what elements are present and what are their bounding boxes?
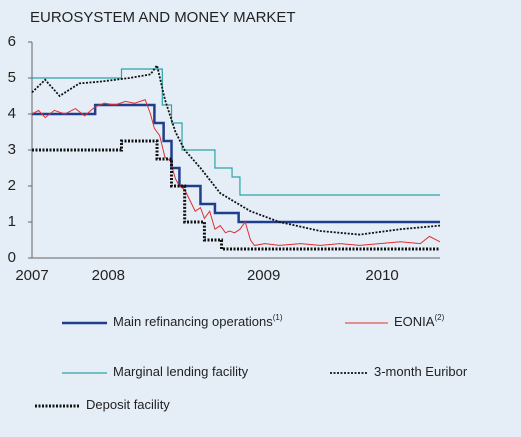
x-tick-label: 2007 xyxy=(15,267,48,284)
series-line xyxy=(32,68,440,196)
series-line xyxy=(32,139,440,251)
x-tick-label: 2009 xyxy=(247,267,280,284)
chart-title: EUROSYSTEM AND MONEY MARKET xyxy=(30,9,296,26)
legend-label: Main refinancing operations(1) xyxy=(113,313,283,329)
legend-name: EONIA xyxy=(394,314,435,329)
legend-footnote: (1) xyxy=(273,313,283,322)
x-tick-label: 2010 xyxy=(365,267,398,284)
series-line xyxy=(31,98,441,246)
y-tick-label: 6 xyxy=(8,33,16,50)
legend-name: Deposit facility xyxy=(86,397,170,412)
y-tick-label: 3 xyxy=(8,141,16,158)
y-tick-label: 5 xyxy=(8,69,16,86)
legend-footnote: (2) xyxy=(434,313,444,322)
y-tick-label: 1 xyxy=(8,213,16,230)
legend-name: Main refinancing operations xyxy=(113,314,273,329)
legend-label: EONIA(2) xyxy=(394,313,445,329)
legend-label: Deposit facility xyxy=(86,397,170,412)
x-tick-label: 2008 xyxy=(92,267,125,284)
legend-label: 3-month Euribor xyxy=(374,364,468,379)
series-line xyxy=(32,103,440,224)
y-tick-label: 4 xyxy=(8,105,16,122)
y-tick-label: 0 xyxy=(8,249,16,266)
legend-name: 3-month Euribor xyxy=(374,364,468,379)
y-tick-label: 2 xyxy=(8,177,16,194)
legend-label: Marginal lending facility xyxy=(113,364,249,379)
series-line xyxy=(31,63,441,236)
legend-name: Marginal lending facility xyxy=(113,364,249,379)
